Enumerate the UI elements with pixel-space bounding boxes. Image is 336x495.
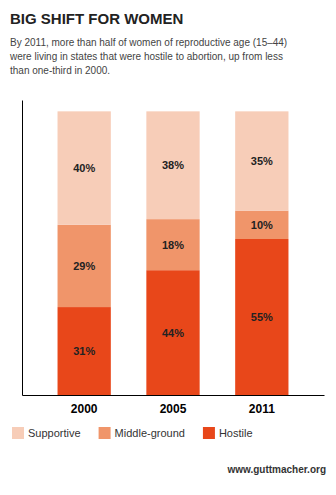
data-label: 40%	[73, 162, 95, 174]
data-labels: 31% 44% 55% 29% 18% 10% 40% 38% 35%	[73, 155, 273, 357]
data-label: 38%	[162, 159, 184, 171]
legend-swatch	[203, 427, 215, 439]
bars	[58, 111, 289, 395]
subtitle-line: than one-third in 2000.	[10, 65, 110, 76]
bar	[58, 111, 111, 224]
x-axis: 2000 2005 2011	[23, 396, 325, 416]
data-label: 55%	[251, 311, 273, 323]
legend-swatch	[12, 427, 24, 439]
legend-swatch	[99, 427, 111, 439]
subtitle-line: By 2011, more than half of women of repr…	[10, 37, 287, 48]
legend: Supportive Middle-ground Hostile	[12, 427, 253, 439]
chart: BIG SHIFT FOR WOMEN By 2011, more than ha…	[0, 0, 336, 495]
bar	[235, 111, 288, 210]
bar	[58, 225, 111, 307]
data-label: 18%	[162, 239, 184, 251]
data-label: 10%	[251, 219, 273, 231]
y-axis-line	[22, 101, 23, 396]
bar	[235, 211, 288, 239]
legend-label: Hostile	[219, 427, 253, 439]
series	[58, 111, 289, 224]
x-tick: 2011	[249, 402, 275, 416]
x-tick-label: 2000	[71, 402, 98, 416]
data-label: 44%	[162, 327, 184, 339]
bar	[146, 219, 199, 270]
annotation: www.guttmacher.org	[226, 464, 326, 475]
subtitle-line: were living in states that were hostile …	[9, 51, 283, 62]
subtitle: By 2011, more than half of women of repr…	[9, 37, 287, 76]
title: BIG SHIFT FOR WOMEN	[10, 10, 183, 27]
x-tick: 2000	[71, 402, 98, 416]
x-tick-label: 2005	[160, 402, 187, 416]
x-tick-label: 2011	[249, 402, 275, 416]
legend-label: Supportive	[28, 427, 81, 439]
data-label: 31%	[73, 345, 95, 357]
y-axis	[22, 101, 23, 396]
data-label: 29%	[73, 260, 95, 272]
x-tick: 2005	[160, 402, 187, 416]
data-label: 35%	[251, 155, 273, 167]
bar	[146, 111, 199, 219]
bar	[146, 270, 199, 395]
series	[58, 211, 289, 307]
bar	[235, 239, 288, 395]
x-axis-line	[23, 395, 325, 396]
bar	[58, 307, 111, 395]
legend-label: Middle-ground	[115, 427, 185, 439]
